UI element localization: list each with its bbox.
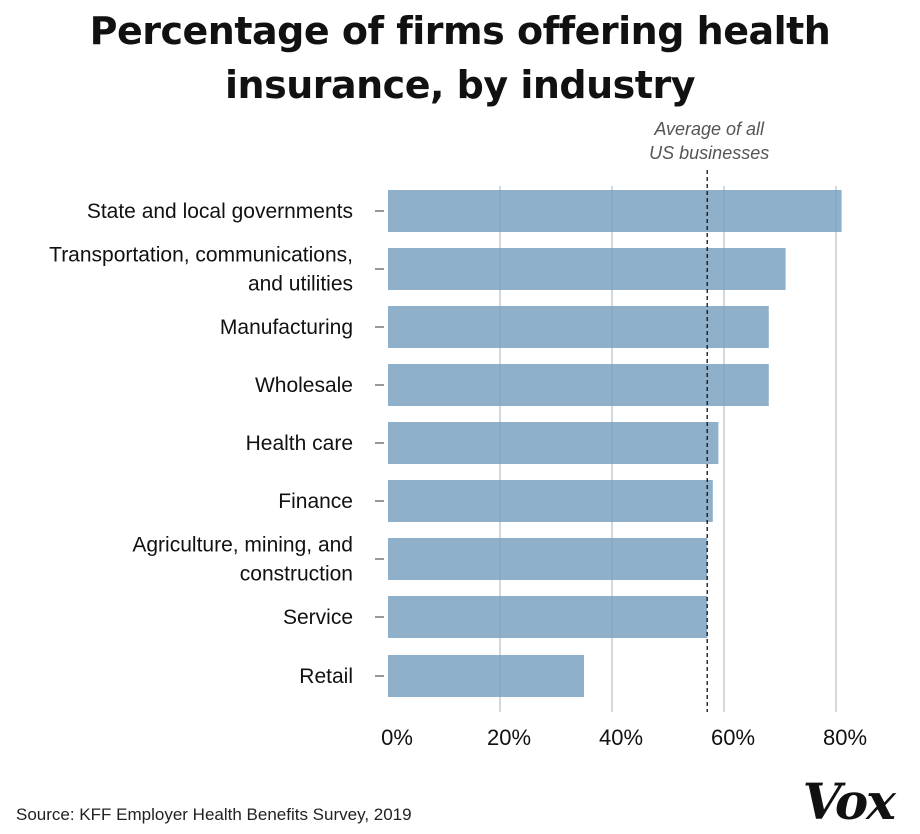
category-label-5-0: Finance [278,490,353,513]
source-note: Source: KFF Employer Health Benefits Sur… [16,805,412,824]
overlay: State and local governments Transportatio… [49,119,867,750]
category-label-6-0: Agriculture, mining, and [132,534,353,557]
bars [388,190,842,697]
category-label-0-0: State and local governments [87,200,353,223]
chart-title: Percentage of firms offering health insu… [0,4,920,112]
bar-3 [388,364,769,406]
chart-title-line-1: Percentage of firms offering health [89,9,831,53]
bar-0 [388,190,842,232]
x-tick-label-20: 20% [487,725,531,750]
bar-8 [388,655,584,697]
category-label-2-0: Manufacturing [220,316,353,339]
bar-1 [388,248,786,290]
x-tick-label-80: 80% [823,725,867,750]
bar-4 [388,422,719,464]
bar-5 [388,480,713,522]
bar-2 [388,306,769,348]
chart-title-line-2: insurance, by industry [225,63,695,107]
average-label-0: Average of all [653,119,765,139]
category-label-1-1: and utilities [248,273,353,296]
vox-logo: Vox [802,772,896,831]
bar-7 [388,596,708,638]
average-label-1: US businesses [649,143,769,163]
category-label-1-0: Transportation, communications, [49,244,353,267]
category-label-8-0: Retail [299,665,353,688]
x-tick-label-60: 60% [711,725,755,750]
bar-6 [388,538,708,580]
category-label-6-1: construction [240,563,353,586]
x-tick-label-0: 0% [381,725,413,750]
category-label-7-0: Service [283,606,353,629]
x-tick-label-40: 40% [599,725,643,750]
category-label-4-0: Health care [246,432,353,455]
category-label-3-0: Wholesale [255,374,353,397]
